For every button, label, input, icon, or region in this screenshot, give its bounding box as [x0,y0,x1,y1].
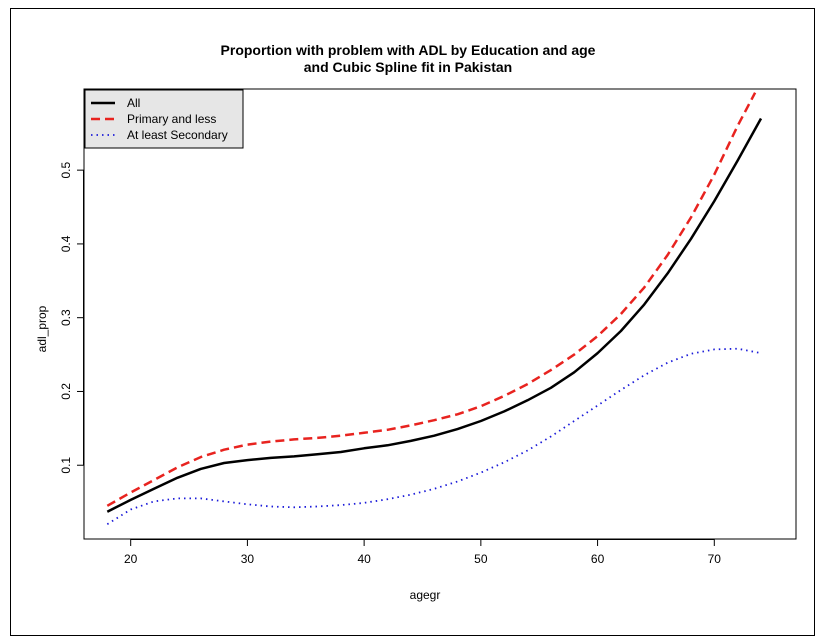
x-tick-label-20: 20 [124,552,138,566]
axes: 20 30 40 50 60 70 0.1 0.2 0.3 0.4 0.5 [59,88,797,566]
x-tick-label-60: 60 [591,552,605,566]
x-tick-label-70: 70 [708,552,722,566]
chart-title-line-2: and Cubic Spline fit in Pakistan [304,59,512,75]
legend: All Primary and less At least Secondary [84,89,244,149]
line-chart: Proportion with problem with ADL by Educ… [35,42,797,602]
x-axis-label: agegr [410,588,441,602]
x-tick-label-40: 40 [357,552,371,566]
chart-frame: Proportion with problem with ADL by Educ… [10,8,815,636]
y-tick-label-2: 0.3 [59,309,73,326]
y-tick-label-4: 0.5 [59,161,73,178]
chart-title-line-1: Proportion with problem with ADL by Educ… [221,42,596,58]
legend-label-2: At least Secondary [127,128,228,142]
x-tick-label-30: 30 [241,552,255,566]
y-tick-label-0: 0.1 [59,457,73,474]
series-line-0 [106,117,763,513]
series-line-1 [106,92,757,507]
plot-area [106,92,763,525]
y-axis-label: adl_prop [35,305,49,352]
y-tick-label-3: 0.4 [59,235,73,252]
legend-label-1: Primary and less [127,112,216,126]
x-tick-label-50: 50 [474,552,488,566]
series-line-2 [106,347,762,525]
legend-label-0: All [127,96,140,110]
y-tick-label-1: 0.2 [59,383,73,400]
